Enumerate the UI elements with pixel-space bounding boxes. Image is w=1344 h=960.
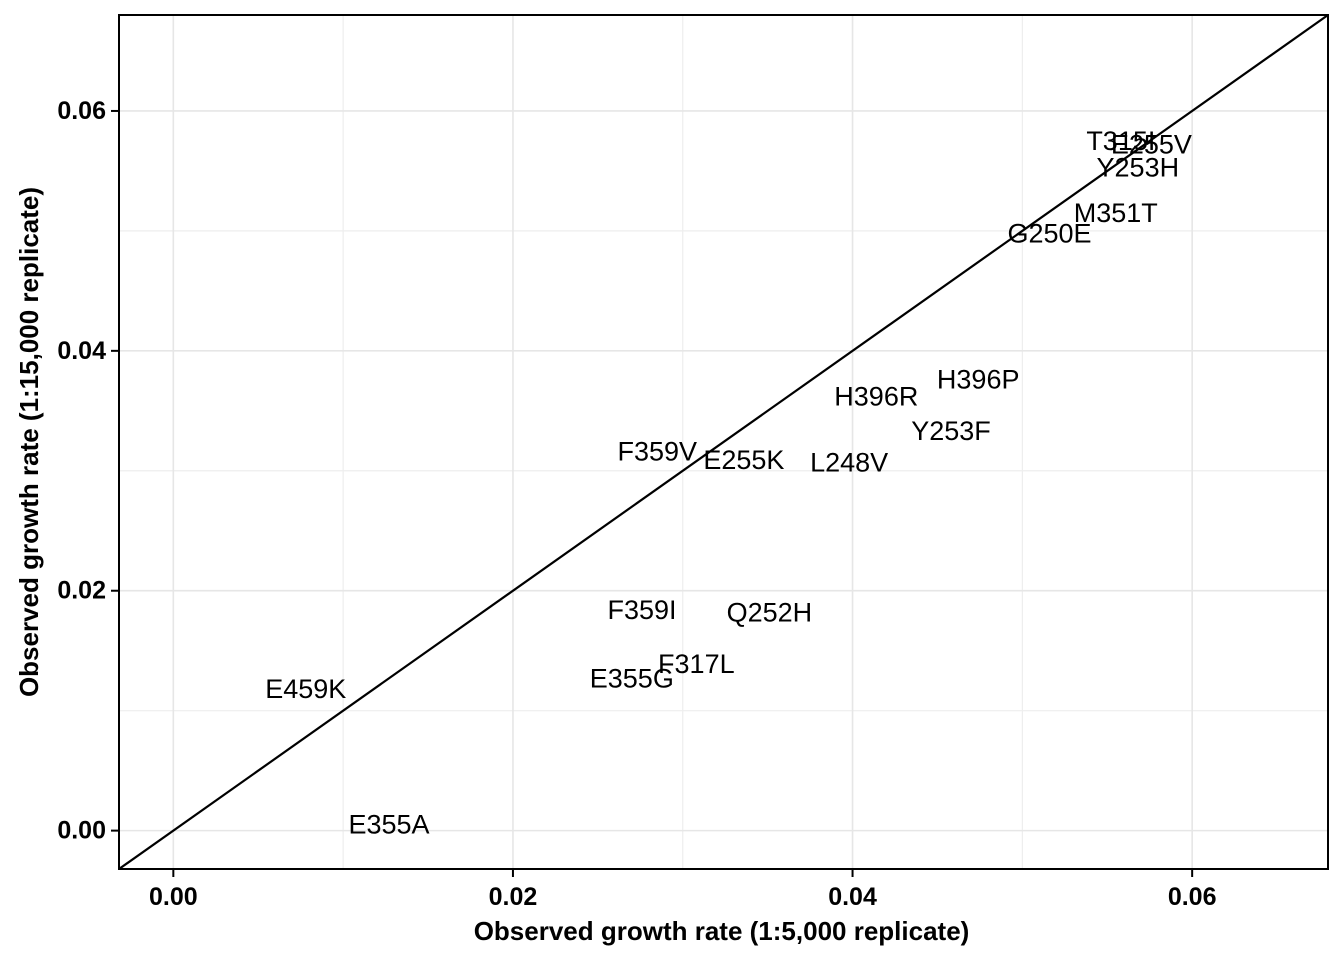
x-tick-label: 0.04 [828, 883, 877, 911]
y-tick-label: 0.02 [57, 577, 106, 605]
reference-line-group [118, 14, 1329, 870]
point-label: F359I [607, 595, 676, 625]
point-label: E255V [1111, 130, 1192, 160]
x-axis-title: Observed growth rate (1:5,000 replicate) [474, 916, 970, 946]
point-label: Q252H [727, 597, 813, 627]
plot-panel-border [118, 14, 1329, 870]
point-label: E355A [348, 810, 429, 840]
point-label: H396P [937, 365, 1020, 395]
y-tick-label: 0.04 [57, 337, 106, 365]
point-label: T315I [1086, 126, 1155, 156]
point-label: H396R [834, 381, 918, 411]
point-label: F317L [658, 649, 735, 679]
y-tick-label: 0.00 [57, 817, 106, 845]
point-label: E459K [265, 674, 346, 704]
point-label: Y253F [911, 416, 991, 446]
x-tick-label: 0.02 [489, 883, 538, 911]
point-label: E255K [703, 445, 784, 475]
axis-ticks: 0.00 0.02 0.04 0.06 0.00 0.02 0.04 0.06 [57, 97, 1216, 911]
y-tick-label: 0.06 [57, 97, 106, 125]
point-label: G250E [1007, 218, 1091, 248]
point-label: F359V [617, 437, 697, 467]
x-tick-label: 0.06 [1168, 883, 1217, 911]
point-label: M351T [1074, 198, 1158, 228]
identity-line [118, 14, 1329, 870]
grid [119, 15, 1328, 869]
x-tick-label: 0.00 [149, 883, 198, 911]
y-axis-title: Observed growth rate (1:15,000 replicate… [14, 187, 44, 697]
point-label: Y253H [1097, 152, 1180, 182]
point-label: L248V [810, 447, 888, 477]
point-label: E355G [590, 663, 674, 693]
